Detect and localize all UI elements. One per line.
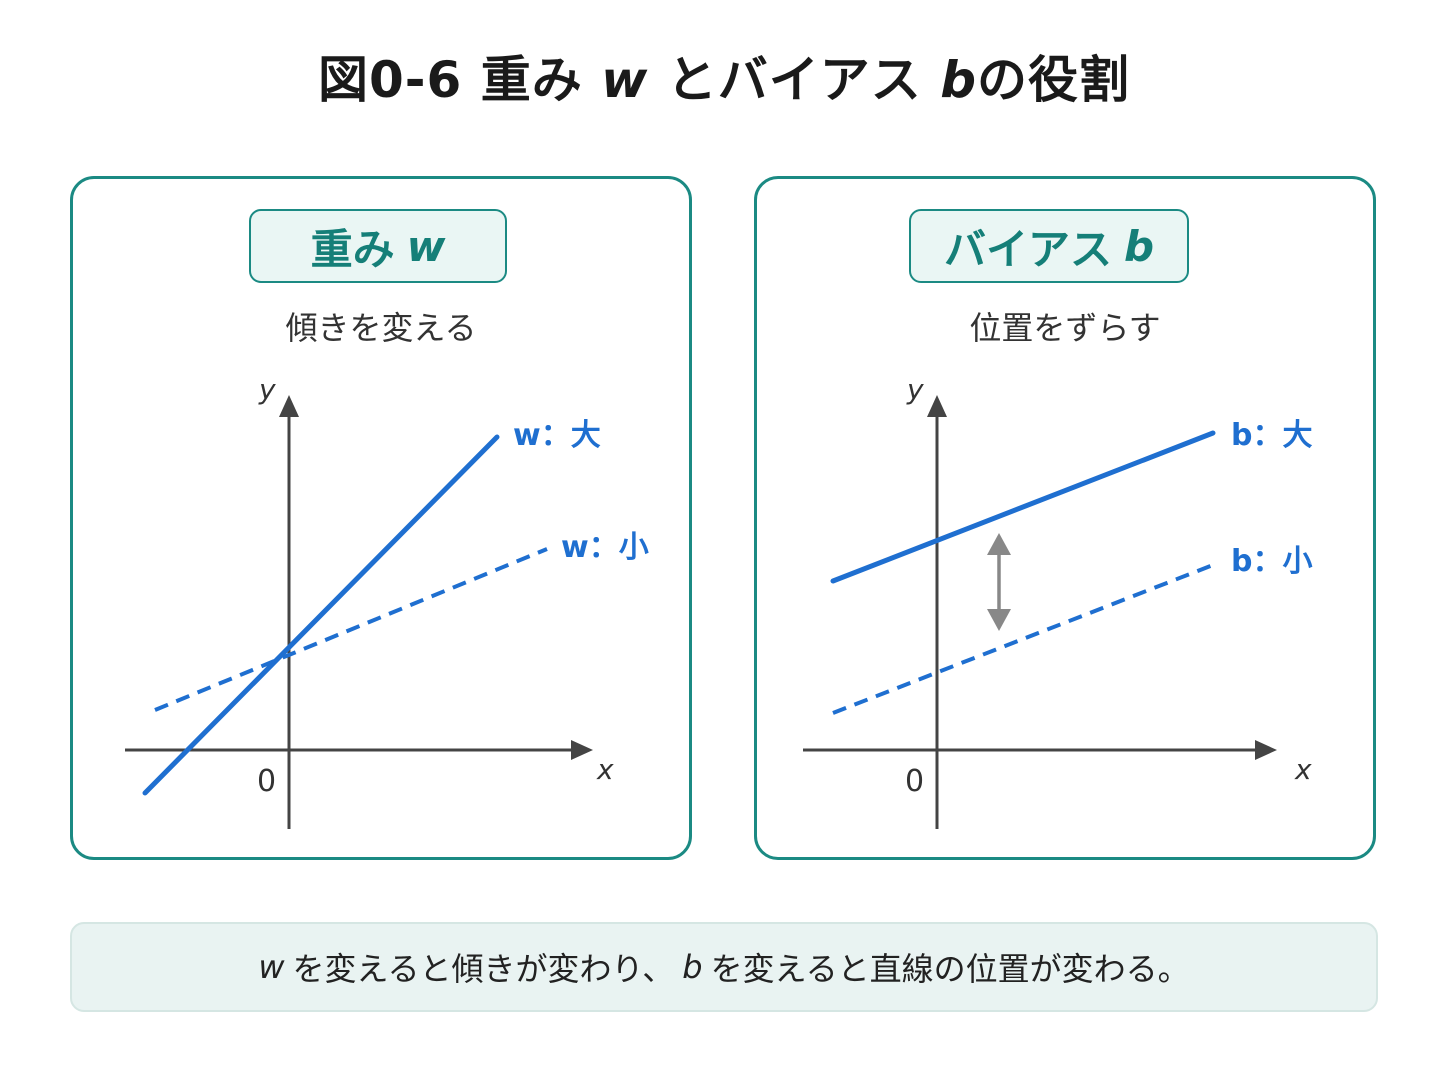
weight-subtitle: 傾きを変える [285,309,477,347]
bias-line-large [830,430,1216,584]
weight-x-label: x [596,753,614,786]
bias-label-large: b：大 [1231,418,1312,453]
weight-badge-var: w [406,221,446,271]
weight-label-small: w：小 [561,530,649,565]
bias-shift-arrow-icon [987,533,1011,631]
title-suffix: の役割 [977,51,1130,109]
bias-subtitle: 位置をずらす [969,309,1161,347]
weight-label-large: w：大 [513,418,601,453]
weight-y-arrowhead [279,395,299,417]
bias-y-arrowhead [927,395,947,417]
weight-badge-text: 重み [310,224,395,274]
bias-panel: バイアス b 位置をずらす y x 0 b：大 b：小 [754,176,1376,860]
weight-line-small [154,547,548,712]
bias-badge-var: b [1123,221,1155,271]
bias-label-small: b：小 [1231,544,1312,579]
weight-badge: 重み w [249,209,507,283]
bias-line-small [832,563,1214,715]
title-middle: とバイアス [666,51,922,109]
bias-badge-text: バイアス [943,224,1112,274]
bias-plot: y x 0 b：大 b：小 [803,373,1312,829]
summary-w: w [258,948,285,986]
bias-y-label: y [906,373,924,406]
weight-panel: 重み w 傾きを変える y x 0 w：大 w：小 [70,176,692,860]
summary-b: b [682,948,703,986]
summary-box: w を変えると傾きが変わり、 b を変えると直線の位置が変わる。 [70,922,1378,1012]
weight-line-large [142,434,500,796]
summary-part1: を変えると傾きが変わり、 [292,950,675,988]
bias-origin-label: 0 [905,764,924,799]
title-w: w [601,51,649,109]
weight-x-arrowhead [571,740,593,760]
weight-y-label: y [258,373,276,406]
bias-x-label: x [1294,753,1312,786]
title-prefix: 図0-6 重み [317,51,583,109]
title-b: b [940,51,977,109]
summary-part2: を変えると直線の位置が変わる。 [710,950,1190,988]
bias-badge: バイアス b [909,209,1189,283]
page-title: 図0-6 重み w とバイアス bの役割 [0,40,1448,112]
weight-origin-label: 0 [257,764,276,799]
weight-plot: y x 0 w：大 w：小 [125,373,649,829]
bias-x-arrowhead [1255,740,1277,760]
